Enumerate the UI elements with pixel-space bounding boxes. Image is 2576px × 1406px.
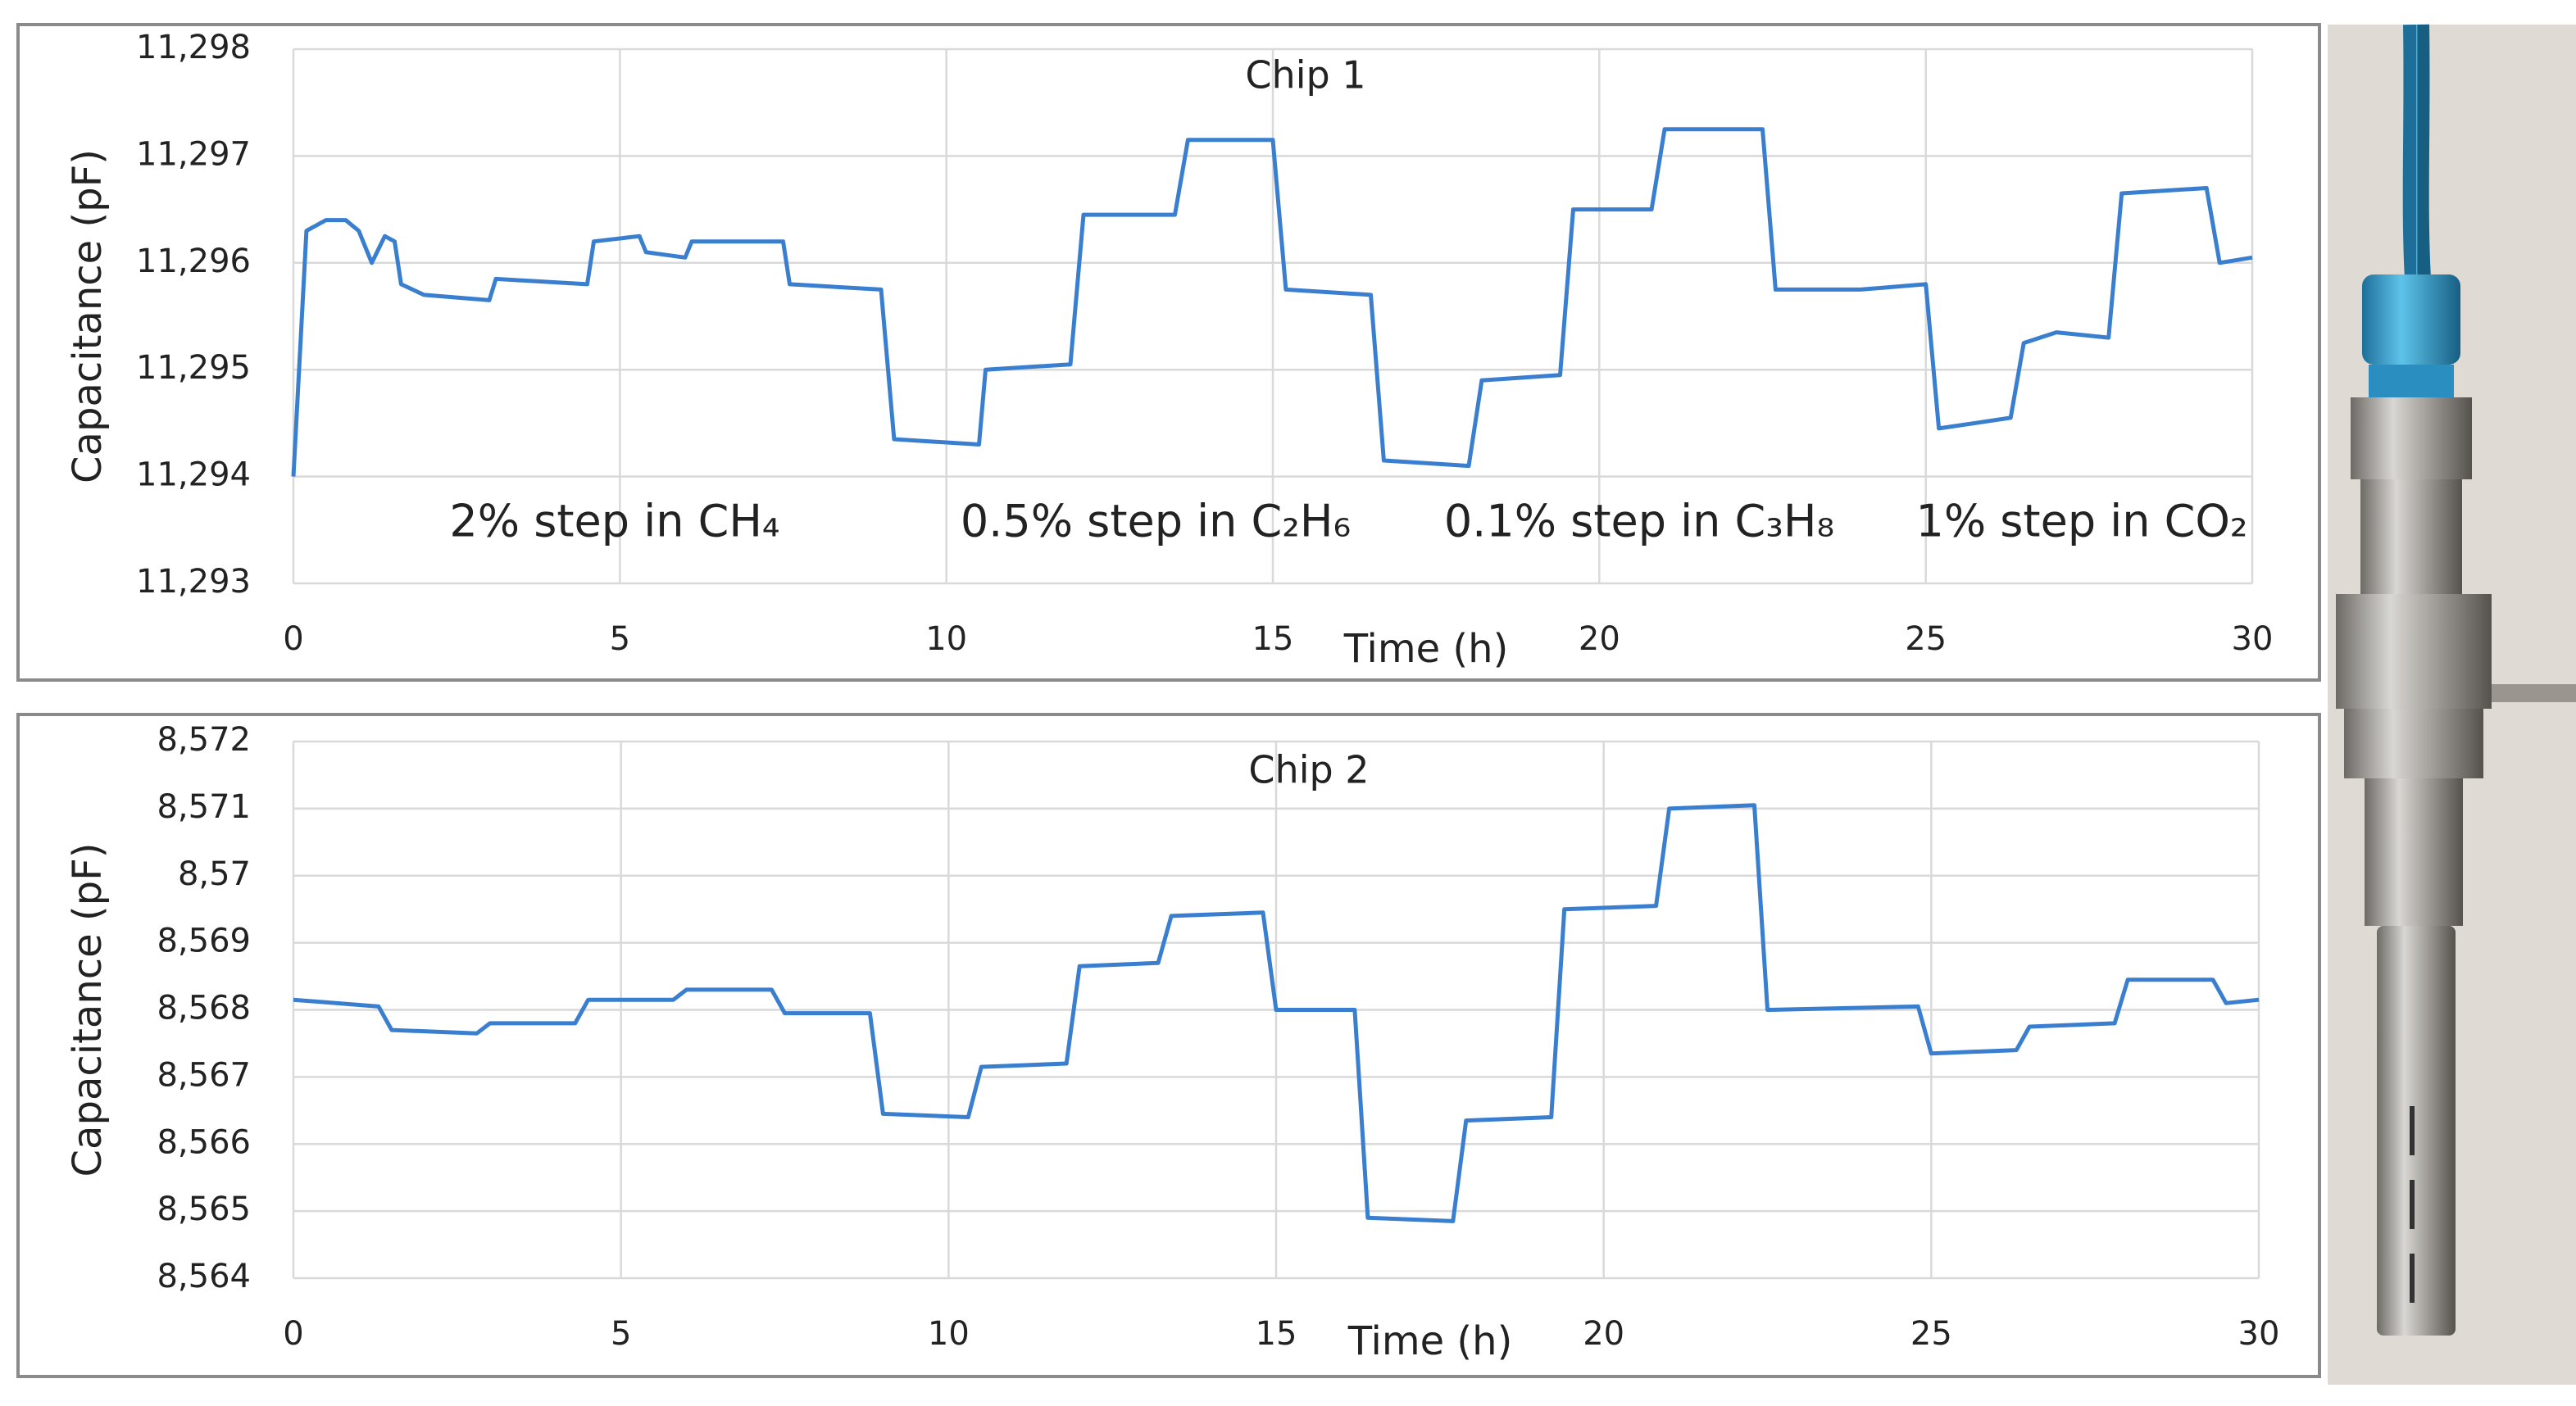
- x-tick-label: 10: [928, 1315, 970, 1353]
- y-tick-label: 8,567: [157, 1056, 251, 1094]
- y-tick-label: 11,296: [136, 243, 251, 280]
- x-tick-label: 15: [1252, 620, 1294, 658]
- x-tick-label: 5: [611, 1315, 631, 1353]
- annotation: 0.1% step in C₃H₈: [1444, 496, 1834, 547]
- x-tick-label: 30: [2232, 620, 2274, 658]
- y-tick-label: 8,564: [157, 1258, 251, 1295]
- data-line: [293, 803, 2260, 1223]
- y-tick-label: 8,566: [157, 1123, 251, 1161]
- y-tick-label: 11,297: [136, 135, 251, 173]
- y-axis-title: Capacitance (pF): [65, 149, 111, 483]
- chart-title: Chip 1: [1245, 53, 1365, 98]
- x-tick-label: 20: [1583, 1315, 1624, 1353]
- y-tick-label: 8,565: [157, 1191, 251, 1228]
- annotation: 2% step in CH₄: [449, 496, 779, 547]
- y-tick-label: 11,298: [136, 29, 251, 66]
- x-tick-label: 5: [610, 620, 630, 658]
- x-axis-title: Time (h): [1343, 626, 1509, 672]
- annotation: 1% step in CO₂: [1915, 496, 2247, 547]
- y-axis-title: Capacitance (pF): [65, 843, 111, 1177]
- x-tick-label: 0: [283, 620, 303, 658]
- x-tick-label: 25: [1905, 620, 1947, 658]
- y-tick-label: 11,294: [136, 456, 251, 494]
- y-tick-label: 8,568: [157, 990, 251, 1027]
- x-tick-label: 30: [2238, 1315, 2280, 1353]
- x-tick-label: 15: [1256, 1315, 1297, 1353]
- annotation: 0.5% step in C₂H₆: [961, 496, 1351, 547]
- x-tick-label: 0: [283, 1315, 303, 1353]
- x-tick-label: 20: [1579, 620, 1620, 658]
- x-tick-label: 10: [925, 620, 967, 658]
- chart-frame: [16, 713, 2321, 1378]
- x-axis-title: Time (h): [1347, 1318, 1513, 1364]
- sensor-photo: [2328, 24, 2576, 1385]
- y-tick-label: 11,293: [136, 563, 251, 601]
- y-tick-label: 8,569: [157, 923, 251, 960]
- chart-title: Chip 2: [1248, 748, 1369, 792]
- data-line: [291, 127, 2253, 477]
- y-tick-label: 8,572: [157, 721, 251, 759]
- y-tick-label: 11,295: [136, 349, 251, 387]
- y-tick-label: 8,571: [157, 788, 251, 826]
- chart-frame: [16, 23, 2321, 682]
- x-tick-label: 25: [1910, 1315, 1952, 1353]
- y-tick-label: 8,57: [178, 855, 251, 893]
